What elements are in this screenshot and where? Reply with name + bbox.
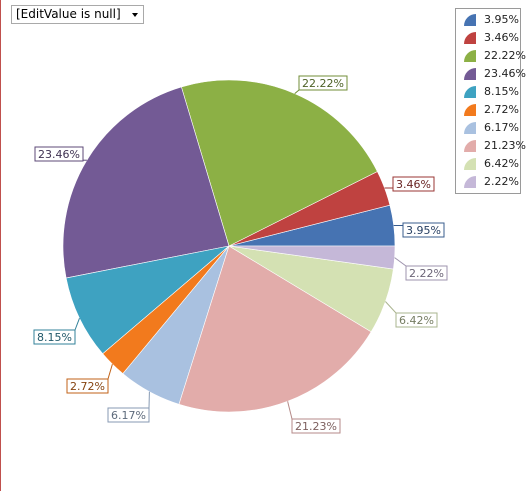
legend-label: 22.22% <box>484 49 526 62</box>
slice-label-box <box>66 378 109 394</box>
slice-data-label: 8.15% <box>37 331 72 344</box>
slice-labels: 3.95% 3.46% 22.22% 23.46% 8.15% 2.72% 6.17% 21.… <box>33 75 448 434</box>
slice-data-label: 6.42% <box>399 314 434 327</box>
chevron-down-icon[interactable] <box>132 13 138 17</box>
slice-data-label: 6.17% <box>111 409 146 422</box>
legend-label: 21.23% <box>484 139 526 152</box>
slice-label-box <box>34 146 84 162</box>
slice-data-label: 22.22% <box>302 77 344 90</box>
pie-slice[interactable] <box>228 245 396 270</box>
dropdown-value: [EditValue is null] <box>16 7 121 21</box>
slice-label-box <box>395 312 438 328</box>
slice-label-box <box>402 222 445 238</box>
slice-label-box <box>33 329 76 345</box>
legend-swatch-icon <box>464 14 476 26</box>
legend-swatch-icon <box>464 86 476 98</box>
slice-label-box <box>291 418 341 434</box>
legend-label: 2.22% <box>484 175 519 188</box>
legend-swatch-icon <box>464 68 476 80</box>
slice-label-box <box>392 176 435 192</box>
legend-swatch-icon <box>464 158 476 170</box>
slice-data-label: 3.95% <box>406 224 441 237</box>
slice-data-label: 23.46% <box>38 148 80 161</box>
legend-label: 23.46% <box>484 67 526 80</box>
slice-label-box <box>298 75 348 91</box>
legend-label: 8.15% <box>484 85 519 98</box>
legend-label: 3.95% <box>484 13 519 26</box>
edit-value-dropdown[interactable]: [EditValue is null] <box>11 5 144 24</box>
legend-swatch-icon <box>464 104 476 116</box>
slice-data-label: 21.23% <box>295 420 337 433</box>
label-leader-line <box>394 257 407 267</box>
label-leader-line <box>107 363 113 380</box>
label-leader-line <box>287 401 293 420</box>
slice-data-label: 3.46% <box>396 178 431 191</box>
label-leader-line <box>294 89 300 94</box>
slice-data-label: 2.22% <box>409 267 444 280</box>
pie-slices <box>62 79 396 413</box>
legend-swatch-icon <box>464 140 476 152</box>
pie-slice[interactable] <box>178 245 372 413</box>
legend-label: 6.42% <box>484 157 519 170</box>
legend-label: 2.72% <box>484 103 519 116</box>
leader-lines <box>74 89 407 420</box>
chart-legend: 3.95% 3.46% 22.22% 23.46% 8.15% 2.72% 6.17% 21.… <box>455 8 526 194</box>
legend-swatch-icon <box>464 176 476 188</box>
label-leader-line <box>385 301 397 314</box>
window-left-border <box>0 0 1 491</box>
legend-swatch-icon <box>464 32 476 44</box>
label-leader-line <box>74 318 80 331</box>
legend-label: 6.17% <box>484 121 519 134</box>
slice-data-label: 2.72% <box>70 380 105 393</box>
slice-label-box <box>107 407 150 423</box>
slice-label-box <box>405 265 448 281</box>
pie-slice[interactable] <box>62 86 230 279</box>
legend-swatch-icon <box>464 122 476 134</box>
legend-label: 3.46% <box>484 31 519 44</box>
legend-swatch-icon <box>464 50 476 62</box>
